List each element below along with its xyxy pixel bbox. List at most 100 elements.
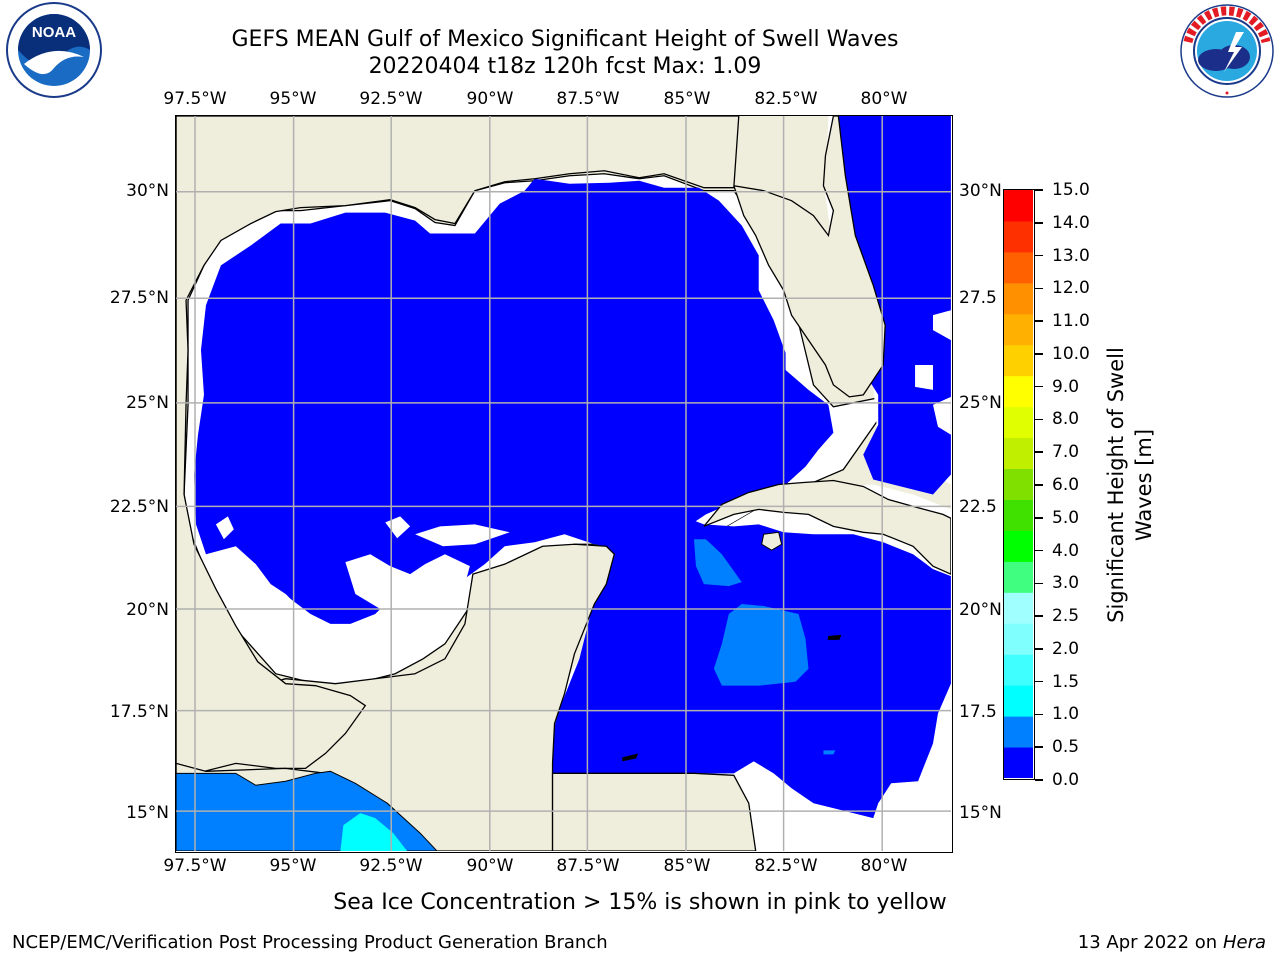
colorbar-title-line1: Significant Height of Swell bbox=[1104, 347, 1128, 623]
colorbar-tick bbox=[1035, 189, 1043, 191]
colorbar-tick-label: 11.0 bbox=[1052, 311, 1090, 332]
colorbar-tick-label: 1.5 bbox=[1052, 671, 1080, 692]
colorbar-step bbox=[1004, 313, 1033, 346]
colorbar-tick bbox=[1035, 484, 1043, 486]
colorbar-tick bbox=[1035, 254, 1043, 257]
colorbar-tick-label: 6.0 bbox=[1052, 475, 1080, 495]
colorbar-step bbox=[1004, 375, 1033, 408]
colorbar-svg bbox=[1004, 190, 1033, 778]
colorbar-tick-label: 15.0 bbox=[1052, 180, 1090, 200]
caribbean-swell-band-1 bbox=[693, 539, 742, 587]
colorbar-step bbox=[1004, 344, 1033, 377]
colorbar-tick bbox=[1035, 287, 1043, 290]
colorbar-tick bbox=[1035, 320, 1043, 322]
gulf-nodata-patch bbox=[415, 524, 510, 547]
colorbar-tick-label: 5.0 bbox=[1052, 507, 1080, 528]
lon-label-top: 80°W bbox=[860, 89, 908, 109]
colorbar-tick bbox=[1035, 680, 1043, 683]
sea-ice-note: Sea Ice Concentration > 15% is shown in … bbox=[333, 890, 947, 915]
colorbar-step bbox=[1004, 561, 1033, 593]
chart-title: GEFS MEAN Gulf of Mexico Significant Hei… bbox=[231, 27, 899, 52]
colorbar-tick-label: 0.5 bbox=[1052, 737, 1080, 758]
colorbar-tick-label: 4.0 bbox=[1052, 540, 1080, 561]
colorbar-step bbox=[1004, 406, 1033, 439]
colorbar-tick bbox=[1035, 451, 1043, 453]
colorbar-step bbox=[1004, 468, 1033, 500]
isle-of-youth bbox=[761, 531, 783, 551]
lon-label-top: 85°W bbox=[663, 89, 711, 109]
lon-label-bottom: 80°W bbox=[860, 856, 908, 876]
lon-label-bottom: 97.5°W bbox=[163, 856, 227, 876]
colorbar-tick-label: 8.0 bbox=[1052, 409, 1080, 430]
colorbar-tick bbox=[1035, 222, 1043, 224]
lat-label-right: 27.5 bbox=[959, 288, 997, 308]
mexico-central-land bbox=[176, 116, 740, 775]
colorbar-step bbox=[1004, 592, 1033, 624]
nws-logo bbox=[1176, 2, 1278, 100]
lat-label-left: 15°N bbox=[126, 803, 169, 823]
lat-label-left: 30°N bbox=[126, 181, 169, 201]
lat-label-left: 25°N bbox=[126, 393, 169, 413]
colorbar-tick bbox=[1035, 549, 1043, 552]
lat-label-left: 17.5°N bbox=[109, 702, 169, 722]
colorbar-tick bbox=[1035, 779, 1043, 781]
colorbar-tick-label: 14.0 bbox=[1052, 212, 1090, 233]
colorbar-step bbox=[1004, 220, 1033, 253]
colorbar-tick-label: 2.5 bbox=[1052, 606, 1080, 627]
colorbar bbox=[1003, 189, 1035, 780]
lon-label-bottom: 87.5°W bbox=[556, 856, 620, 876]
colorbar-step bbox=[1004, 716, 1033, 748]
colorbar-tick bbox=[1035, 353, 1043, 355]
lat-label-right: 22.5 bbox=[959, 497, 997, 517]
colorbar-step bbox=[1004, 685, 1033, 717]
footer-date-text: 13 Apr 2022 on bbox=[1077, 932, 1223, 953]
honduras-land bbox=[551, 772, 757, 851]
lon-label-bottom: 85°W bbox=[663, 856, 711, 876]
colorbar-tick bbox=[1035, 713, 1043, 716]
lat-label-right: 30°N bbox=[959, 181, 1002, 201]
colorbar-step bbox=[1004, 747, 1033, 778]
lon-label-top: 82.5°W bbox=[754, 89, 818, 109]
colorbar-tick bbox=[1035, 648, 1043, 650]
footer-machine: Hera bbox=[1222, 932, 1266, 953]
bay-islands bbox=[622, 753, 639, 762]
lat-label-left: 22.5°N bbox=[109, 497, 169, 517]
swell-band-0-gulf bbox=[194, 178, 834, 624]
colorbar-tick bbox=[1035, 385, 1043, 388]
lon-label-bottom: 82.5°W bbox=[754, 856, 818, 876]
lon-label-bottom: 95°W bbox=[269, 856, 317, 876]
colorbar-tick bbox=[1035, 615, 1043, 617]
noaa-logo-text: NOAA bbox=[32, 24, 76, 41]
lat-label-right: 25°N bbox=[959, 393, 1002, 413]
colorbar-tick-label: 0.0 bbox=[1052, 770, 1080, 790]
colorbar-tick-label: 12.0 bbox=[1052, 278, 1090, 299]
footer-credit: NCEP/EMC/Verification Post Processing Pr… bbox=[12, 932, 608, 953]
cuba-island bbox=[703, 479, 951, 575]
lon-label-top: 90°W bbox=[466, 89, 514, 109]
lon-label-bottom: 92.5°W bbox=[359, 856, 423, 876]
colorbar-tick-label: 1.0 bbox=[1052, 704, 1080, 725]
colorbar-title: Significant Height of Swell Waves [m] bbox=[1102, 285, 1158, 685]
colorbar-step bbox=[1004, 251, 1033, 284]
atlantic-nodata-patch bbox=[932, 310, 951, 341]
lat-label-right: 15°N bbox=[959, 803, 1002, 823]
lon-label-top: 97.5°W bbox=[163, 89, 227, 109]
caribbean-swell-band-1 bbox=[823, 750, 836, 755]
lon-label-bottom: 90°W bbox=[466, 856, 514, 876]
colorbar-step bbox=[1004, 499, 1033, 531]
colorbar-step bbox=[1004, 437, 1033, 470]
gulf-nodata-patch bbox=[345, 554, 470, 614]
colorbar-step bbox=[1004, 654, 1033, 686]
colorbar-title-line2: Waves [m] bbox=[1132, 428, 1156, 542]
lon-label-top: 95°W bbox=[269, 89, 317, 109]
lat-label-left: 20°N bbox=[126, 600, 169, 620]
swell-band-0-atlantic bbox=[833, 116, 951, 495]
colorbar-tick bbox=[1035, 746, 1043, 748]
colorbar-step bbox=[1004, 190, 1033, 222]
colorbar-tick-label: 2.0 bbox=[1052, 638, 1080, 659]
colorbar-step bbox=[1004, 623, 1033, 655]
noaa-logo: NOAA bbox=[4, 2, 104, 102]
lon-label-top: 87.5°W bbox=[556, 89, 620, 109]
lat-label-right: 20°N bbox=[959, 600, 1002, 620]
gulf-nodata-patch bbox=[215, 516, 234, 540]
